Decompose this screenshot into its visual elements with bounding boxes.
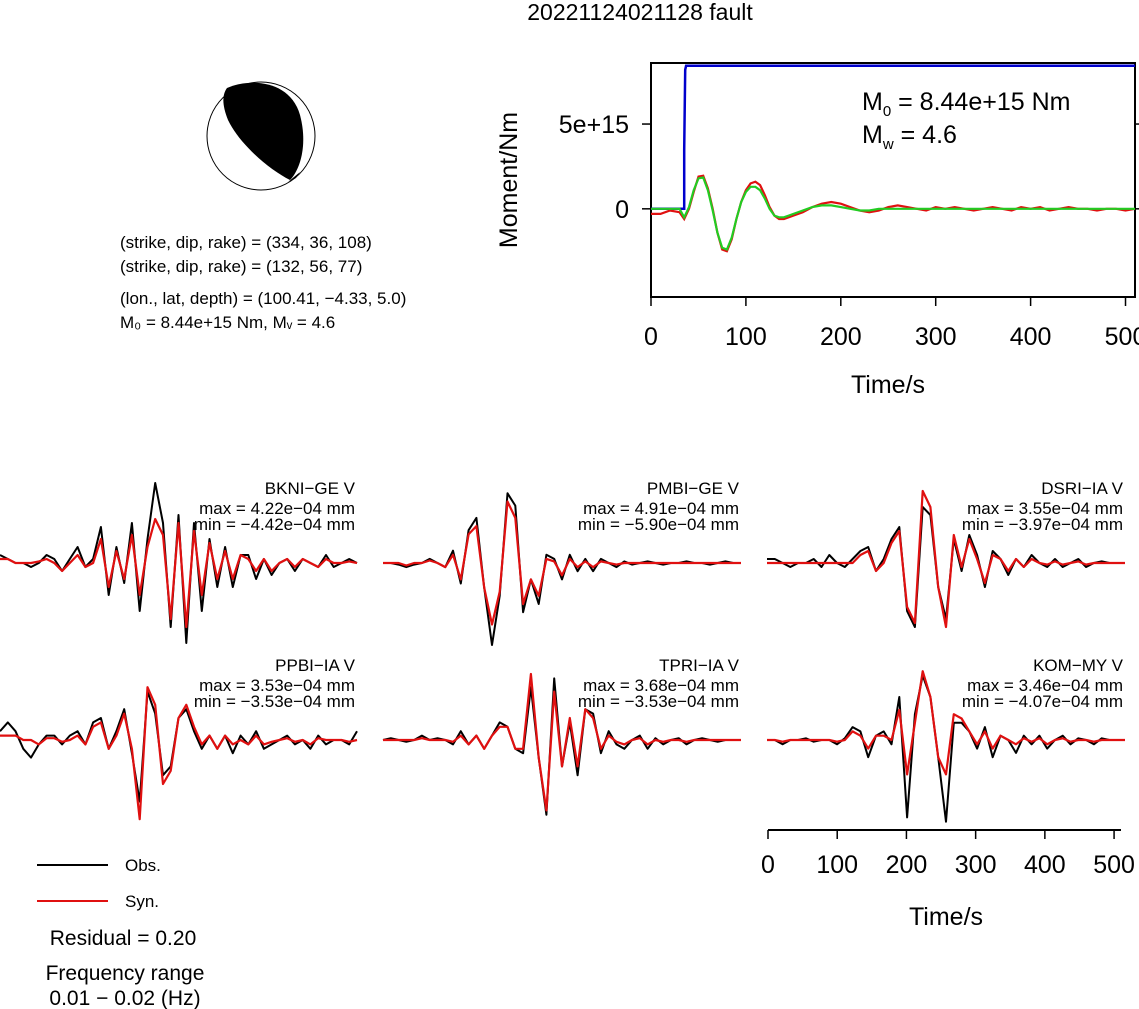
moment-x-tick-label: 0 bbox=[644, 323, 658, 351]
waveform-x-tick-label: 100 bbox=[816, 851, 858, 879]
moment-x-tick-label: 200 bbox=[820, 323, 862, 351]
station-min: min = −5.90e−04 mm bbox=[578, 515, 739, 534]
station-label: TPRI−IA V bbox=[659, 656, 739, 675]
frequency-range: 0.01 − 0.02 (Hz) bbox=[49, 987, 200, 1009]
moment-x-tick-label: 100 bbox=[725, 323, 767, 351]
moment-chart: 0 5e+15 0 100 200 300 400 500 Moment/Nm Time/s… bbox=[495, 62, 1139, 399]
station-label: PPBI−IA V bbox=[275, 656, 356, 675]
station-label: BKNI−GE V bbox=[265, 479, 356, 498]
frequency-title: Frequency range bbox=[46, 962, 205, 985]
legend-obs-label: Obs. bbox=[125, 856, 161, 875]
legend: Obs. Syn. bbox=[37, 856, 161, 911]
residual-text: Residual = 0.20 bbox=[50, 927, 197, 950]
waveform-x-tick-label: 300 bbox=[955, 851, 997, 879]
mechanism-line-4: M₀ = 8.44e+15 Nm, Mᵥ = 4.6 bbox=[120, 313, 335, 332]
waveform-x-axis: 0 100 200 300 400 500 bbox=[761, 829, 1135, 879]
station-min: min = −4.07e−04 mm bbox=[962, 692, 1123, 711]
waveform-x-tick-label: 500 bbox=[1093, 851, 1135, 879]
synthetic-trace bbox=[0, 686, 358, 821]
moment-y-axis: 0 5e+15 bbox=[559, 111, 1139, 224]
station-max: max = 3.55e−04 mm bbox=[967, 499, 1123, 518]
moment-y-tick-label: 5e+15 bbox=[559, 111, 629, 139]
station-label: KOM−MY V bbox=[1033, 656, 1124, 675]
station-label: DSRI−IA V bbox=[1041, 479, 1123, 498]
moment-y-tick-label: 0 bbox=[615, 196, 629, 224]
moment-series-line bbox=[651, 174, 1136, 253]
synthetic-trace bbox=[767, 489, 1125, 629]
waveform-x-tick-label: 0 bbox=[761, 851, 775, 879]
moment-x-tick-label: 400 bbox=[1010, 323, 1052, 351]
station-max: max = 4.22e−04 mm bbox=[199, 499, 355, 518]
station-min: min = −4.42e−04 mm bbox=[194, 515, 355, 534]
station-max: max = 3.46e−04 mm bbox=[967, 676, 1123, 695]
synthetic-trace bbox=[383, 672, 741, 812]
moment-x-axis: 0 100 200 300 400 500 bbox=[644, 297, 1139, 351]
station-min: min = −3.97e−04 mm bbox=[962, 515, 1123, 534]
mechanism-line-3: (lon., lat, depth) = (100.41, −4.33, 5.0… bbox=[120, 289, 406, 308]
mechanism-info: (strike, dip, rake) = (334, 36, 108) (st… bbox=[120, 233, 406, 332]
beachball bbox=[206, 81, 316, 191]
moment-annotation-mw: Mw = 4.6 bbox=[862, 121, 957, 153]
synthetic-trace bbox=[383, 500, 741, 626]
waveform-x-tick-label: 400 bbox=[1024, 851, 1066, 879]
station-min: min = −3.53e−04 mm bbox=[578, 692, 739, 711]
moment-xlabel: Time/s bbox=[851, 371, 925, 399]
moment-ylabel: Moment/Nm bbox=[495, 112, 523, 248]
mechanism-line-2: (strike, dip, rake) = (132, 56, 77) bbox=[120, 257, 362, 276]
station-max: max = 3.53e−04 mm bbox=[199, 676, 355, 695]
moment-annotation-m0: M0 = 8.44e+15 Nm bbox=[862, 88, 1070, 120]
figure-title: 20221124021128 fault bbox=[527, 0, 753, 25]
moment-x-tick-label: 500 bbox=[1105, 323, 1139, 351]
station-label: PMBI−GE V bbox=[647, 479, 740, 498]
synthetic-trace bbox=[0, 517, 358, 629]
moment-x-tick-label: 300 bbox=[915, 323, 957, 351]
beachball-compression bbox=[223, 82, 304, 180]
moment-series-line bbox=[651, 176, 1135, 251]
moment-series bbox=[651, 64, 1136, 253]
moment-plot-frame bbox=[650, 62, 1136, 298]
waveform-x-tick-label: 200 bbox=[886, 851, 928, 879]
station-max: max = 4.91e−04 mm bbox=[583, 499, 739, 518]
synthetic-trace bbox=[767, 670, 1125, 776]
station-min: min = −3.53e−04 mm bbox=[194, 692, 355, 711]
waveform-xlabel: Time/s bbox=[909, 903, 983, 931]
legend-syn-label: Syn. bbox=[125, 892, 159, 911]
beachball-compression-tip bbox=[288, 172, 300, 182]
station-max: max = 3.68e−04 mm bbox=[583, 676, 739, 695]
mechanism-line-1: (strike, dip, rake) = (334, 36, 108) bbox=[120, 233, 372, 252]
